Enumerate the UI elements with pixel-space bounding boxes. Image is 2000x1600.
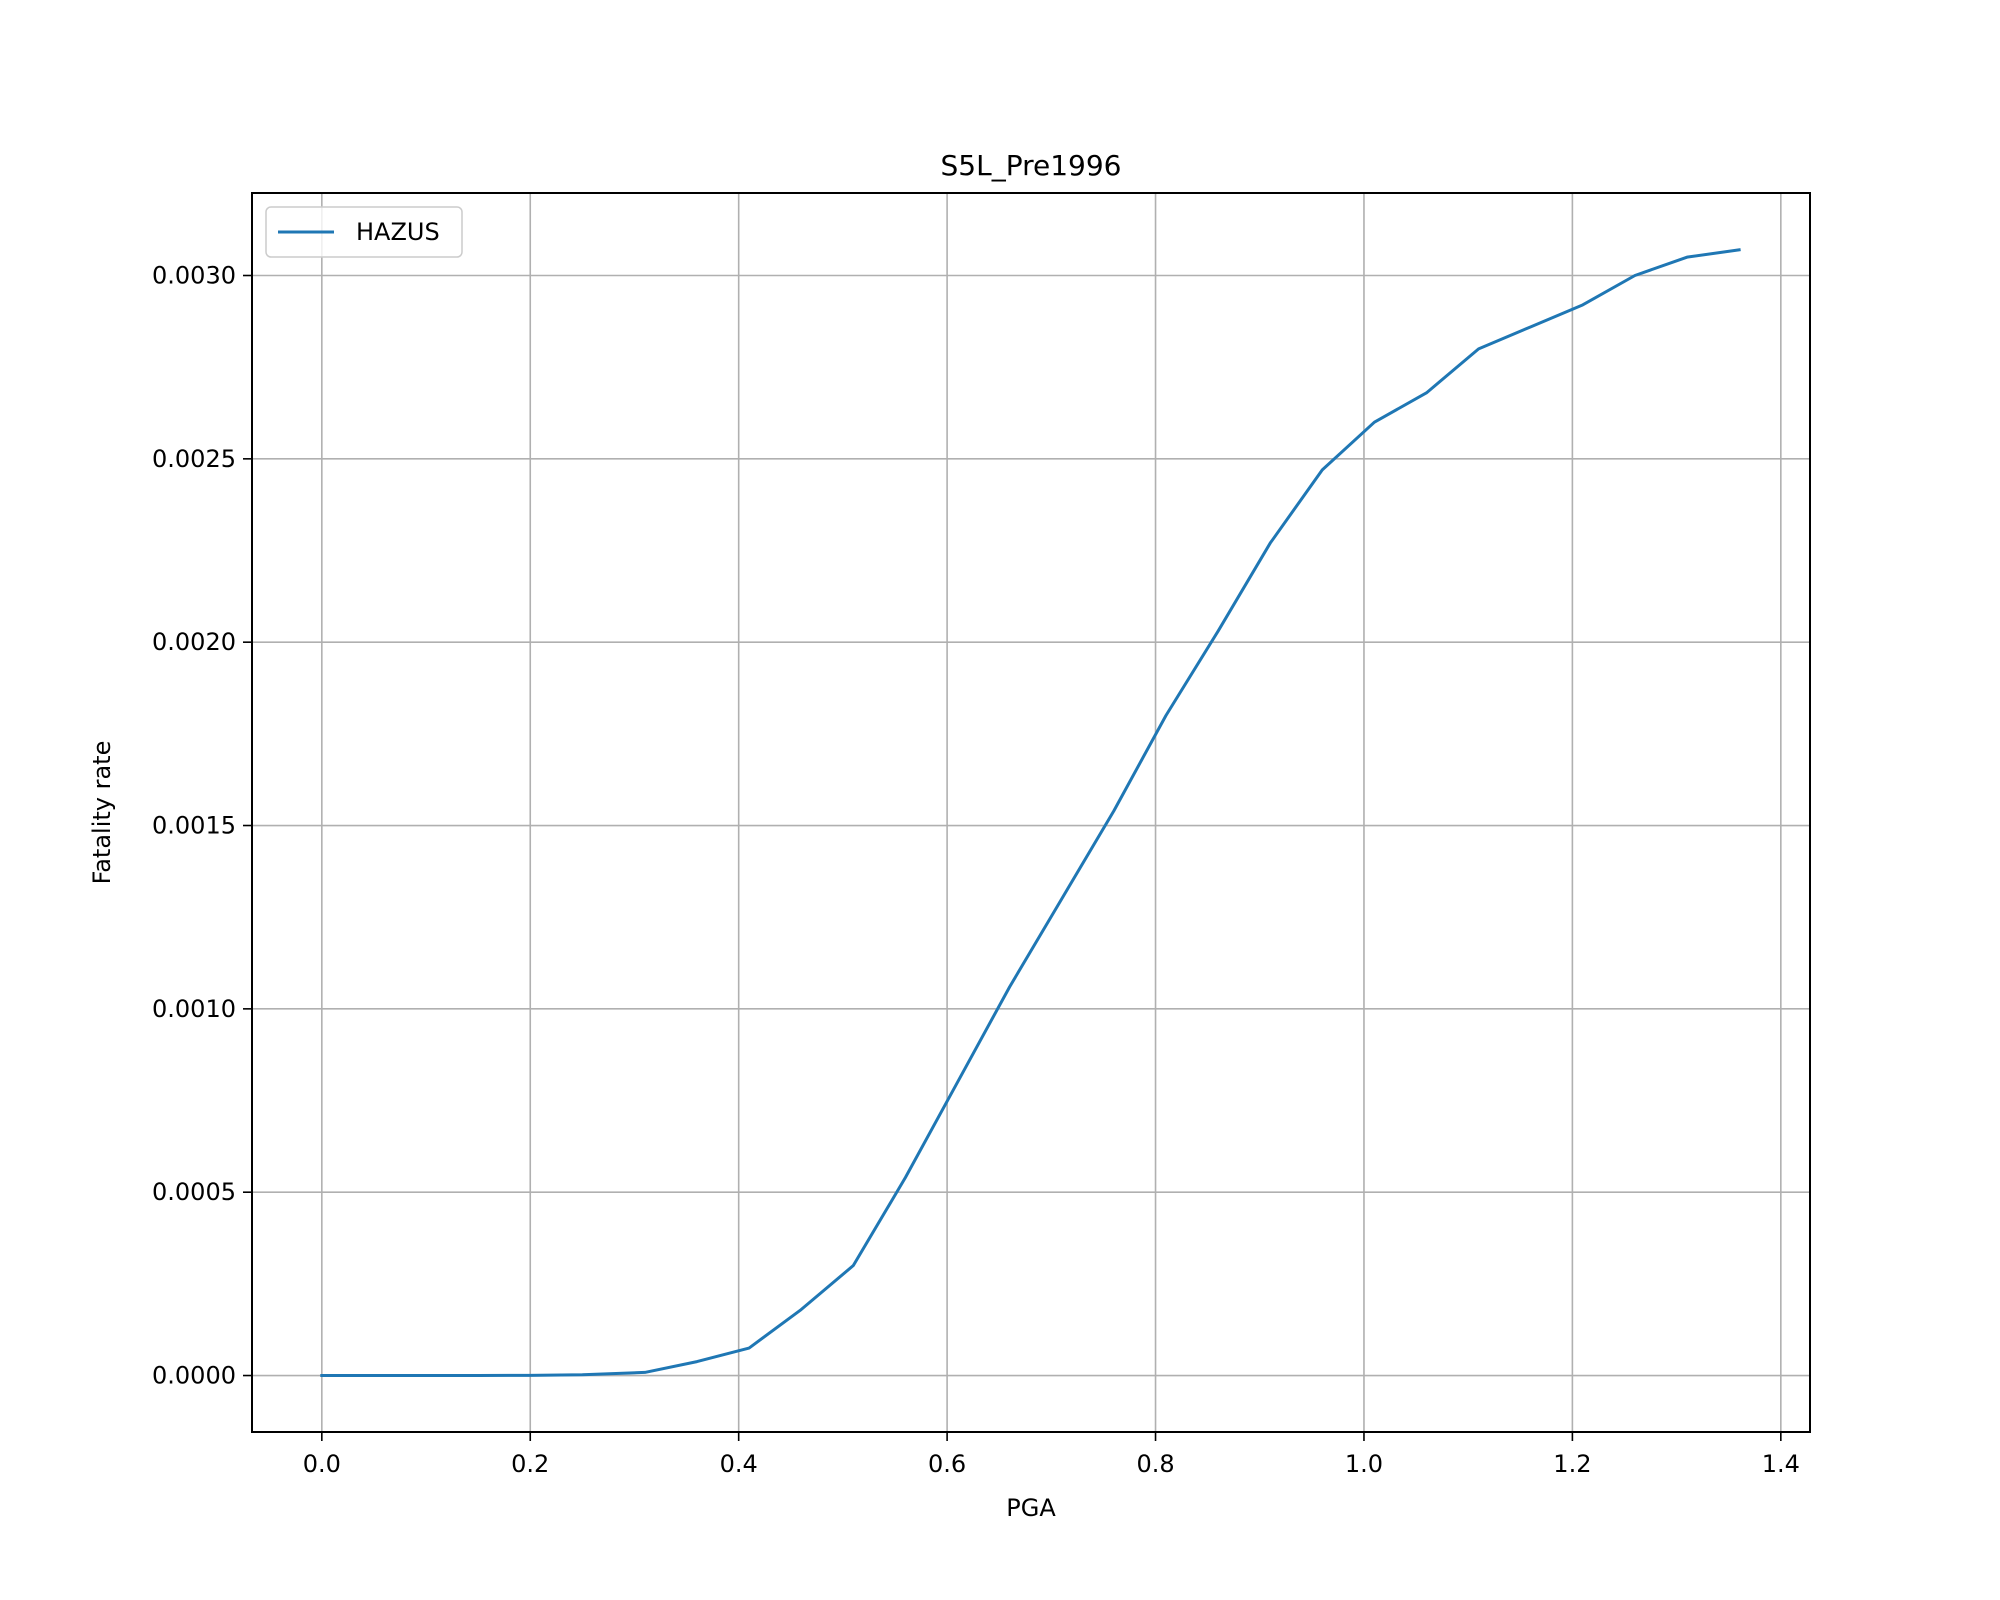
legend-box bbox=[265, 206, 463, 258]
x-tick-label: 0.8 bbox=[1136, 1450, 1174, 1478]
x-axis-label: PGA bbox=[1006, 1494, 1056, 1522]
y-tick-label: 0.0000 bbox=[152, 1362, 236, 1390]
x-tick-label: 0.2 bbox=[511, 1450, 549, 1478]
chart-title: S5L_Pre1996 bbox=[941, 149, 1122, 182]
series-layer bbox=[320, 248, 1741, 1378]
y-tick-label: 0.0025 bbox=[152, 445, 236, 473]
y-axis-label: Fatality rate bbox=[88, 741, 116, 885]
ticks-layer: 0.0 0.2 0.4 0.6 0.8 1.0 1.2 1.4 0.0000 0.0005 0.00… bbox=[152, 262, 1800, 1478]
y-tick-label: 0.0030 bbox=[152, 262, 236, 290]
y-tick-label: 0.0005 bbox=[152, 1178, 236, 1206]
x-tick-label: 0.0 bbox=[303, 1450, 341, 1478]
axes-frame bbox=[251, 192, 1811, 1433]
y-tick-label: 0.0020 bbox=[152, 628, 236, 656]
x-tick-label: 0.6 bbox=[928, 1450, 966, 1478]
y-tick-label: 0.0015 bbox=[152, 812, 236, 840]
x-tick-label: 1.0 bbox=[1345, 1450, 1383, 1478]
series-line-hazus bbox=[320, 248, 1741, 1378]
x-tick-label: 0.4 bbox=[720, 1450, 758, 1478]
x-tick-label: 1.4 bbox=[1762, 1450, 1800, 1478]
y-tick-label: 0.0010 bbox=[152, 995, 236, 1023]
x-tick-label: 1.2 bbox=[1553, 1450, 1591, 1478]
legend: HAZUS bbox=[265, 206, 463, 258]
legend-label-hazus: HAZUS bbox=[356, 218, 440, 246]
